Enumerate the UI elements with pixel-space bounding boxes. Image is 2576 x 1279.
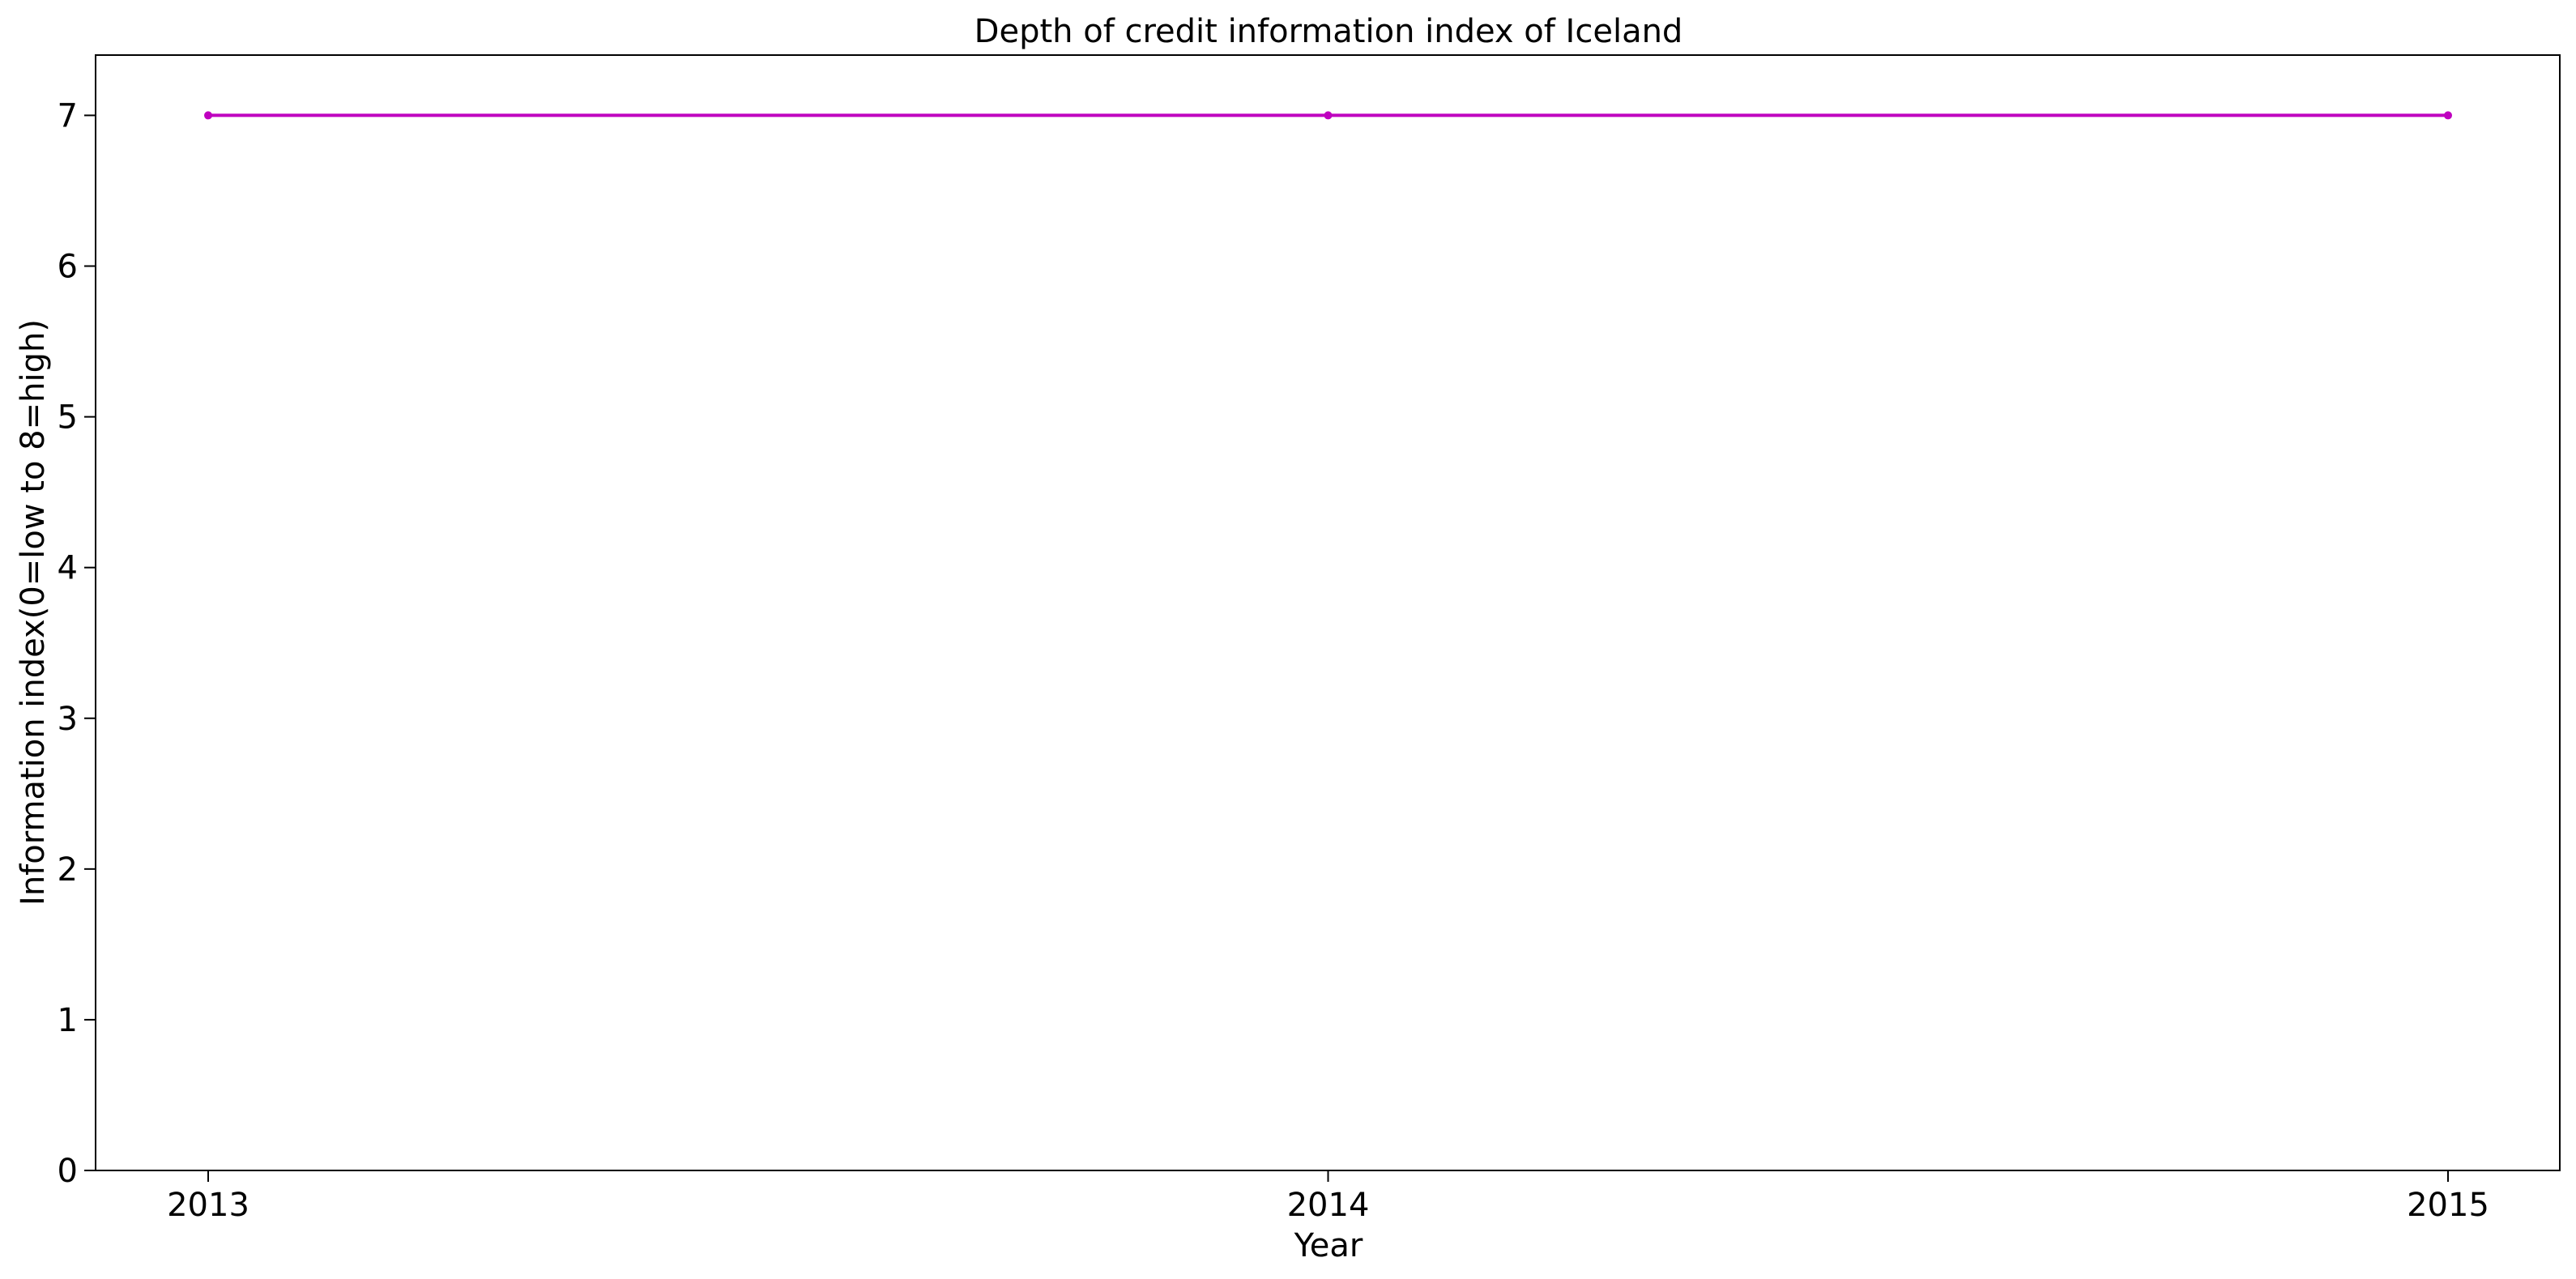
plot-frame xyxy=(95,54,2561,1171)
x-tick-label: 2015 xyxy=(2407,1187,2489,1224)
y-tick-label: 6 xyxy=(58,249,78,286)
series-layer xyxy=(204,111,2452,120)
y-tick-label: 1 xyxy=(58,1002,78,1039)
x-tick-label: 2013 xyxy=(167,1187,249,1224)
y-tick-label: 5 xyxy=(58,399,78,437)
y-tick-label: 2 xyxy=(58,851,78,889)
x-tick-label: 2014 xyxy=(1287,1187,1370,1224)
chart-title: Depth of credit information index of Ice… xyxy=(975,13,1683,50)
y-axis: 0 1 2 3 4 5 6 7 xyxy=(58,97,96,1190)
x-axis-label: Year xyxy=(1294,1227,1363,1264)
y-tick-label: 0 xyxy=(58,1153,78,1190)
y-tick-label: 4 xyxy=(58,550,78,587)
y-tick-label: 3 xyxy=(58,701,78,738)
data-point xyxy=(204,111,212,120)
data-point xyxy=(1324,111,1333,120)
y-tick-label: 7 xyxy=(58,97,78,134)
x-axis: 2013 2014 2015 xyxy=(167,1170,2489,1224)
y-axis-label: Information index(0=low to 8=high) xyxy=(15,319,52,906)
data-point xyxy=(2444,111,2452,120)
